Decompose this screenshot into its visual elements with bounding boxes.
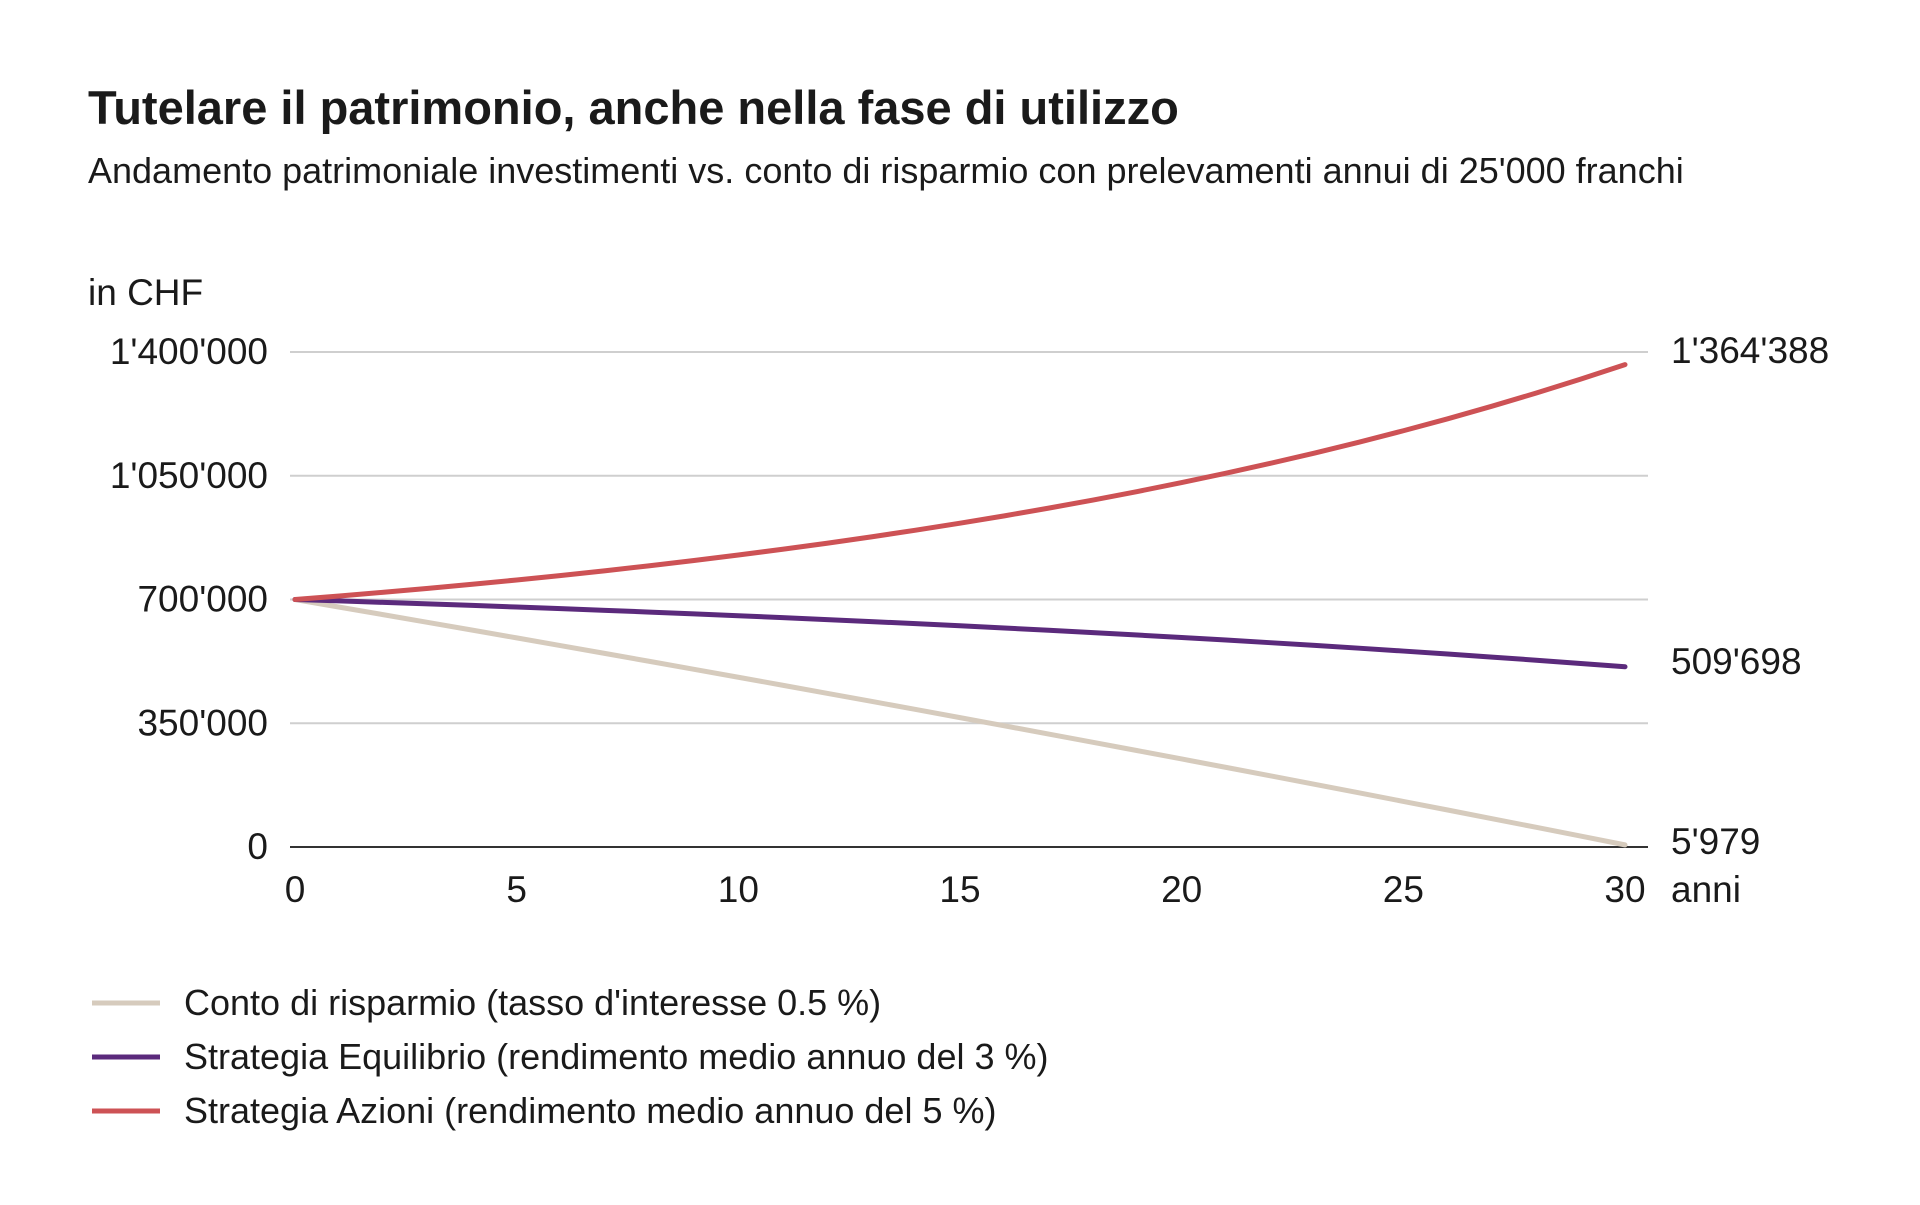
end-value-label: 509'698 <box>1671 641 1802 682</box>
x-tick-label: 30 <box>1604 869 1645 910</box>
chart-subtitle: Andamento patrimoniale investimenti vs. … <box>88 150 1684 191</box>
legend-label: Conto di risparmio (tasso d'interesse 0.… <box>184 982 881 1023</box>
series-line-3 <box>292 362 1628 602</box>
y-axis-label: in CHF <box>88 272 203 313</box>
x-axis-label: anni <box>1671 869 1741 910</box>
y-tick-label: 1'400'000 <box>110 331 268 372</box>
end-value-label: 1'364'388 <box>1671 330 1829 371</box>
y-tick-label: 0 <box>247 826 268 867</box>
x-tick-label: 20 <box>1161 869 1202 910</box>
x-tick-label: 15 <box>939 869 980 910</box>
y-tick-label: 1'050'000 <box>110 455 268 496</box>
y-tick-label: 350'000 <box>137 702 268 743</box>
series-line-2 <box>292 597 1628 670</box>
x-tick-label: 25 <box>1383 869 1424 910</box>
x-tick-label: 10 <box>718 869 759 910</box>
series-line-1 <box>292 597 1628 848</box>
x-tick-label: 5 <box>506 869 527 910</box>
legend-label: Strategia Equilibrio (rendimento medio a… <box>184 1036 1049 1077</box>
end-value-label: 5'979 <box>1671 821 1760 862</box>
chart-title: Tutelare il patrimonio, anche nella fase… <box>88 81 1179 134</box>
x-tick-label: 0 <box>285 869 306 910</box>
y-tick-label: 700'000 <box>137 579 268 620</box>
legend-label: Strategia Azioni (rendimento medio annuo… <box>184 1090 996 1131</box>
